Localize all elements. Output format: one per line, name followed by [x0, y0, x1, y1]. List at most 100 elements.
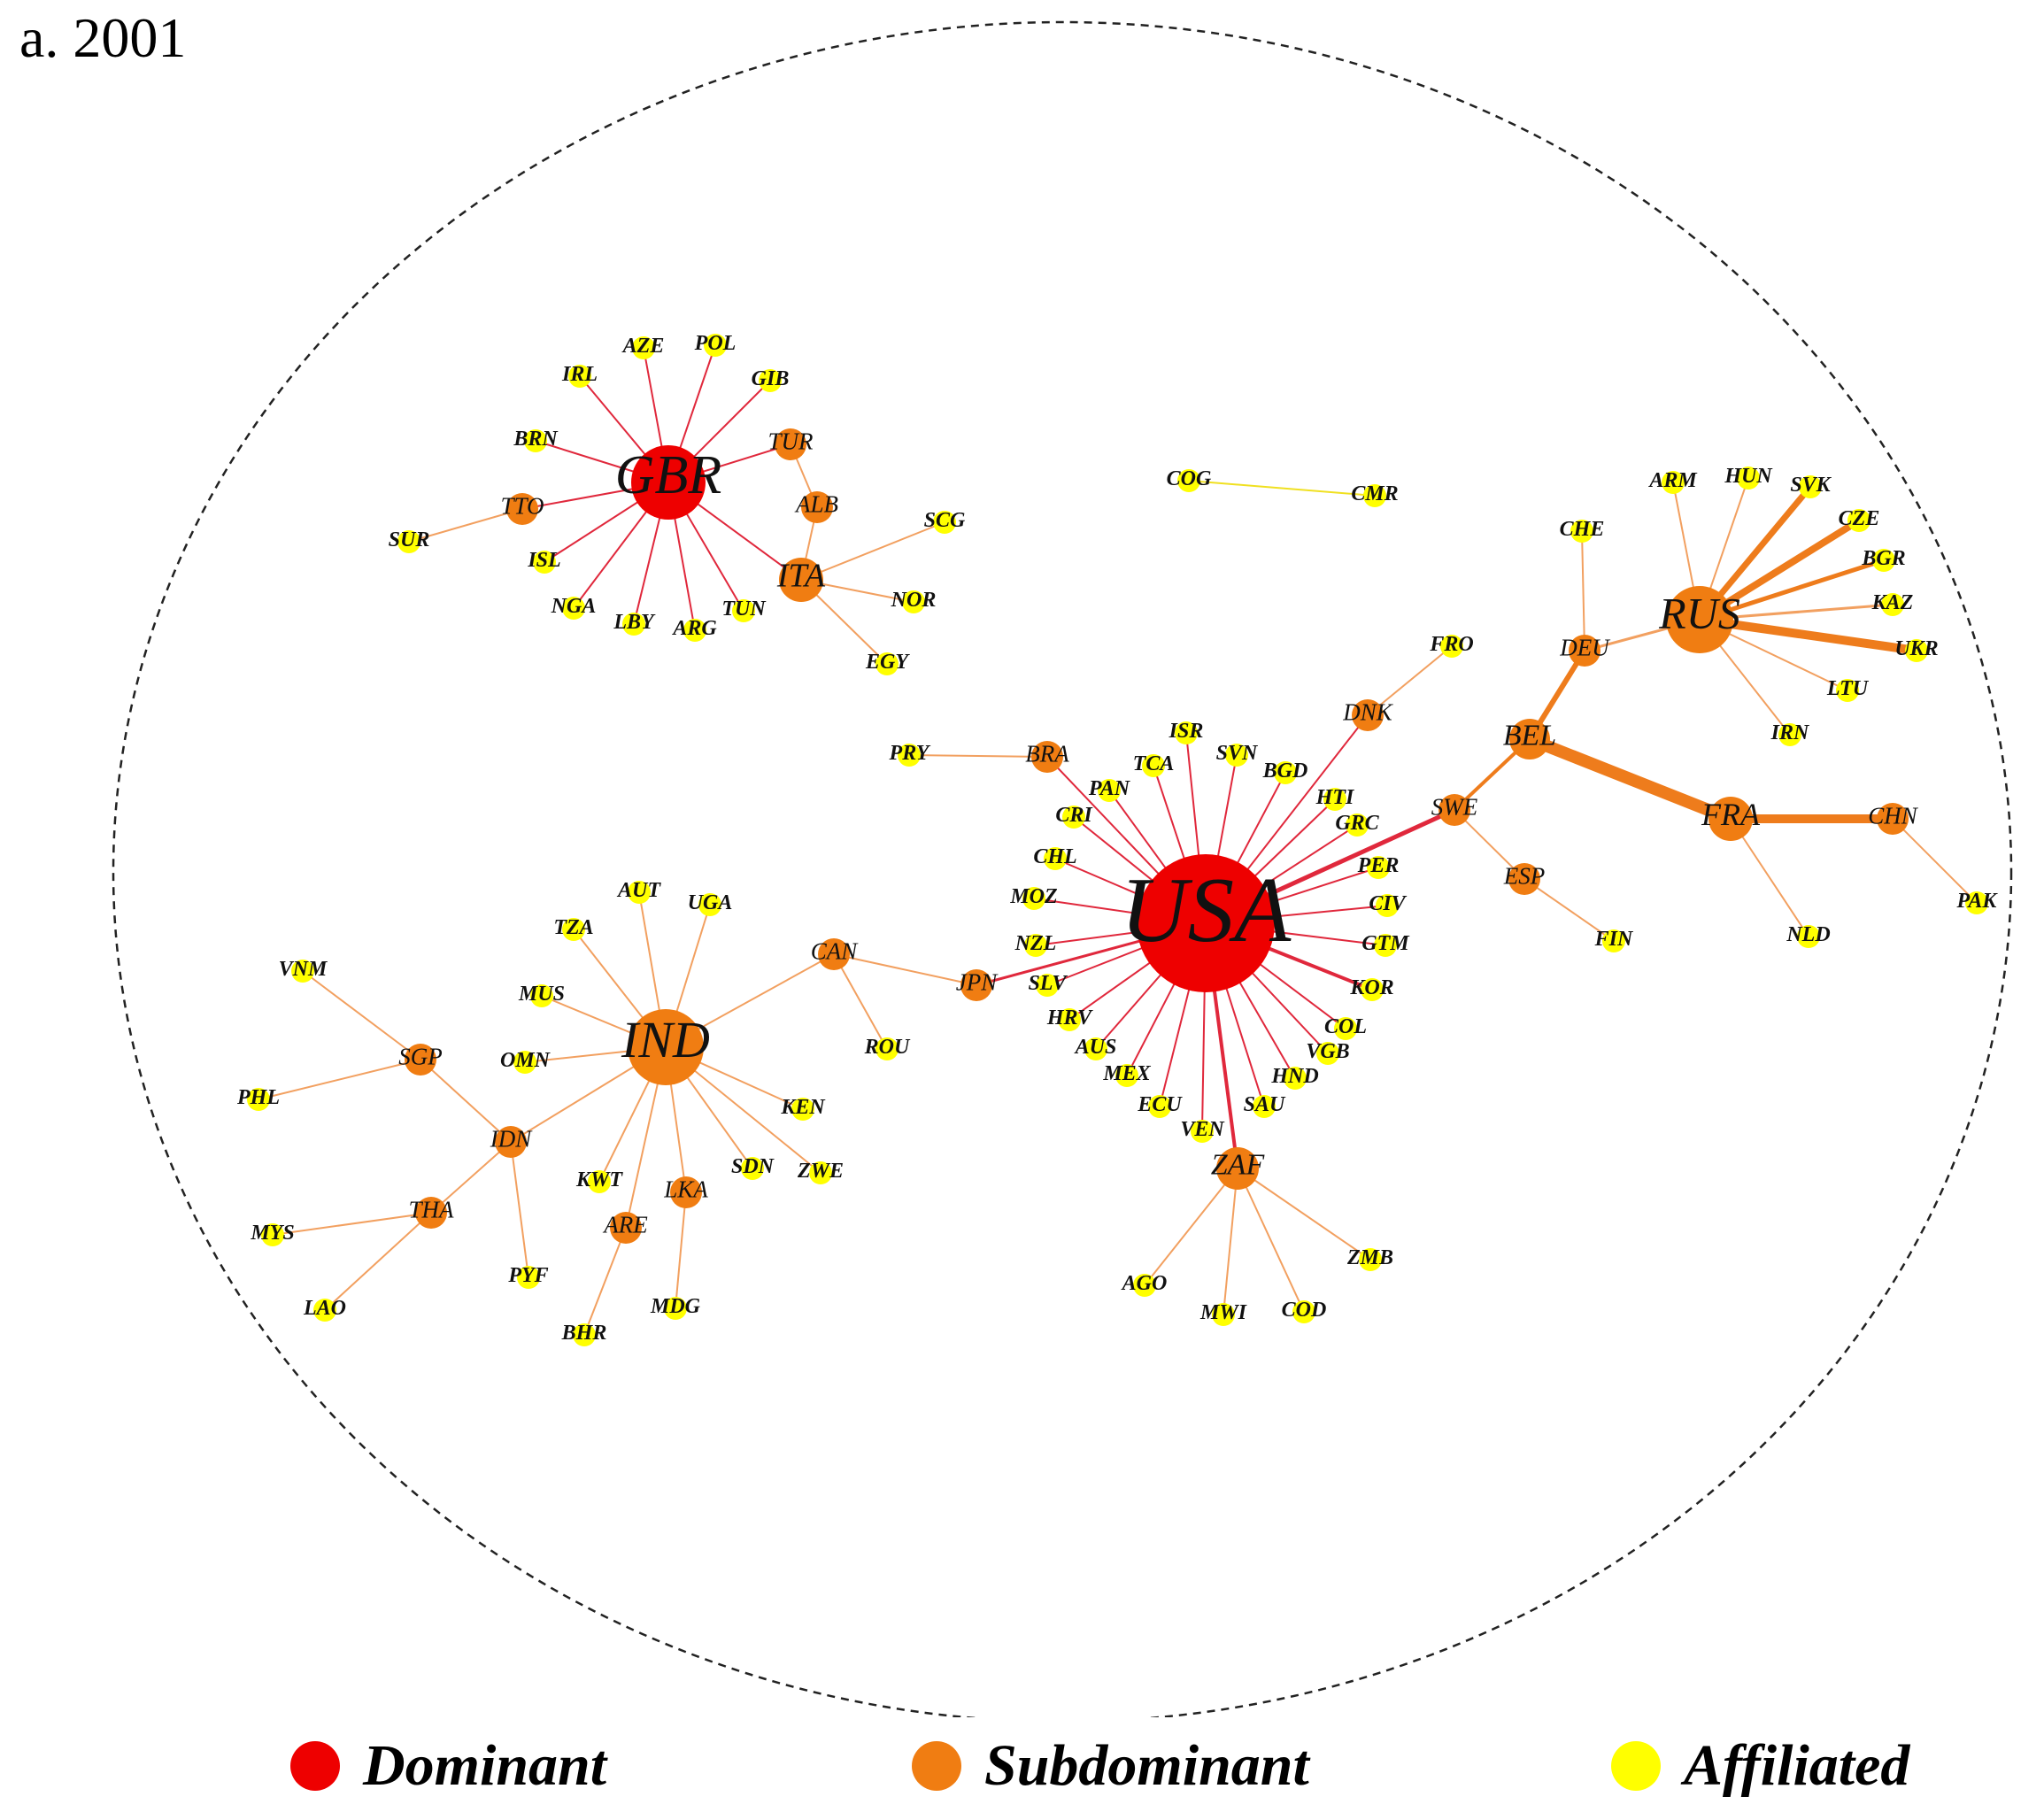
nodes-layer: USA GBR IND RUS FRA BEL DEU SWE ESP CHN DNK ITA TUR A…	[236, 332, 1998, 1346]
edge-chn-pak	[1892, 818, 1978, 904]
node-nld	[1797, 925, 1820, 948]
node-label-svk: SVK	[1790, 474, 1832, 497]
node-che	[1570, 520, 1593, 543]
node-label-lka: LKA	[663, 1176, 708, 1202]
edge-idn-sgp	[420, 1059, 512, 1143]
node-moz	[1022, 887, 1045, 910]
node-label-zaf: ZAF	[1211, 1149, 1266, 1182]
node-tha	[415, 1197, 447, 1229]
node-label-omn: OMN	[500, 1049, 551, 1072]
node-bgr	[1872, 549, 1895, 572]
node-label-lby: LBY	[613, 611, 656, 634]
edge-bra-pry	[908, 754, 1048, 758]
node-label-sgp: SGP	[398, 1043, 443, 1069]
node-label-vnm: VNM	[279, 958, 328, 981]
node-cog	[1177, 469, 1200, 492]
node-label-ven: VEN	[1180, 1118, 1225, 1141]
node-label-bhr: BHR	[561, 1322, 607, 1345]
node-label-bra: BRA	[1025, 740, 1069, 767]
node-label-cri: CRI	[1055, 804, 1093, 827]
node-label-arg: ARG	[671, 617, 717, 640]
node-label-uga: UGA	[688, 891, 733, 914]
node-label-dnk: DNK	[1342, 698, 1394, 725]
node-label-col: COL	[1324, 1015, 1367, 1038]
node-irl	[568, 365, 591, 388]
node-bgd	[1274, 761, 1297, 784]
node-label-esp: ESP	[1503, 862, 1546, 889]
edge-idn-tha	[430, 1141, 512, 1214]
edge-ita-scg	[800, 521, 945, 581]
node-label-hti: HTI	[1315, 786, 1355, 809]
node-tza	[562, 918, 585, 941]
node-label-tto: TTO	[500, 492, 544, 519]
node-ken	[791, 1098, 814, 1121]
node-zwe	[809, 1161, 832, 1184]
node-rus	[1666, 586, 1733, 653]
node-label-pol: POL	[694, 332, 737, 355]
node-hti	[1323, 788, 1346, 811]
node-gtm	[1374, 934, 1397, 957]
node-zaf	[1216, 1147, 1259, 1190]
node-label-sau: SAU	[1244, 1093, 1286, 1116]
node-label-egy: EGY	[865, 651, 910, 674]
node-isr	[1175, 721, 1198, 744]
node-label-scg: SCG	[924, 509, 966, 532]
legend-dominant: Dominant	[290, 1731, 606, 1801]
node-label-nor: NOR	[891, 589, 937, 612]
node-label-ago: AGO	[1121, 1272, 1168, 1295]
node-tur	[775, 428, 806, 460]
node-label-gib: GIB	[752, 367, 790, 390]
node-mus	[530, 984, 553, 1007]
node-omn	[513, 1051, 536, 1074]
legend-affiliated: Affiliated	[1611, 1731, 1909, 1801]
network-diagram: USA GBR IND RUS FRA BEL DEU SWE ESP CHN DNK ITA TUR A…	[112, 21, 2012, 1717]
node-vgb	[1316, 1042, 1339, 1065]
node-esp	[1508, 863, 1540, 895]
node-swe	[1439, 794, 1470, 826]
node-label-brn: BRN	[513, 428, 559, 451]
node-are	[610, 1212, 642, 1244]
edge-zaf-zmb	[1237, 1168, 1371, 1261]
node-label-kwt: KWT	[575, 1168, 623, 1191]
node-sgp	[405, 1044, 436, 1076]
node-label-grc: GRC	[1335, 812, 1379, 835]
node-sau	[1253, 1095, 1276, 1118]
node-label-moz: MOZ	[1009, 885, 1058, 908]
edge-rus-ukr	[1695, 615, 1921, 655]
edge-tto-sur	[408, 508, 523, 543]
node-label-cze: CZE	[1839, 507, 1880, 530]
node-label-rou: ROU	[864, 1036, 911, 1059]
edge-deu-che	[1581, 530, 1585, 652]
node-fra	[1708, 797, 1753, 841]
node-label-pak: PAK	[1956, 890, 1999, 913]
node-label-rus: RUS	[1658, 589, 1740, 638]
edge-bel-fra	[1523, 733, 1737, 825]
node-hnd	[1284, 1067, 1307, 1090]
node-label-isl: ISL	[527, 549, 560, 572]
node-label-cmr: CMR	[1351, 482, 1398, 505]
node-label-mwi: MWI	[1199, 1301, 1248, 1324]
node-label-mdg: MDG	[650, 1295, 701, 1318]
node-tca	[1142, 754, 1165, 777]
node-label-hun: HUN	[1724, 465, 1773, 488]
node-pyf	[517, 1266, 540, 1289]
node-label-pan: PAN	[1088, 777, 1131, 800]
node-label-arm: ARM	[1647, 469, 1698, 492]
node-mwi	[1212, 1303, 1235, 1326]
node-ago	[1133, 1274, 1156, 1297]
node-label-jpn: JPN	[956, 968, 999, 995]
node-label-gtm: GTM	[1361, 932, 1410, 955]
node-ven	[1191, 1120, 1214, 1143]
node-label-can: CAN	[811, 937, 860, 964]
node-vnm	[291, 960, 314, 983]
node-label-nld: NLD	[1786, 923, 1830, 946]
node-fin	[1602, 929, 1625, 952]
node-gbr	[631, 445, 706, 520]
node-ita	[779, 558, 823, 602]
edge-zaf-ago	[1144, 1168, 1238, 1286]
node-label-ind: IND	[621, 1011, 710, 1068]
node-label-gbr: GBR	[615, 445, 722, 505]
node-label-isr: ISR	[1169, 720, 1204, 743]
node-label-mex: MEX	[1102, 1062, 1151, 1085]
node-rou	[875, 1037, 899, 1060]
